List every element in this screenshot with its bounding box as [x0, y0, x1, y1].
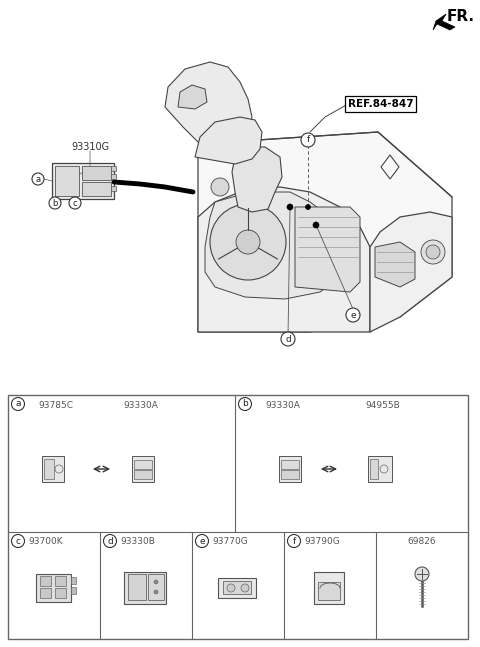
Polygon shape	[165, 62, 252, 149]
Bar	[218, 578, 256, 598]
Polygon shape	[198, 187, 370, 332]
Circle shape	[281, 332, 295, 346]
Polygon shape	[381, 155, 399, 179]
Bar	[55, 576, 66, 586]
Circle shape	[241, 584, 249, 592]
Polygon shape	[375, 242, 415, 287]
Circle shape	[195, 534, 208, 547]
Text: REF.84-847: REF.84-847	[348, 99, 414, 109]
Text: e: e	[350, 311, 356, 320]
Bar	[368, 456, 392, 482]
Circle shape	[32, 173, 44, 185]
Text: c: c	[15, 536, 21, 545]
Text: 94955B: 94955B	[365, 400, 400, 410]
Bar	[279, 456, 301, 482]
Circle shape	[49, 197, 61, 209]
Text: d: d	[107, 536, 113, 545]
Circle shape	[421, 240, 445, 264]
Text: 93785C: 93785C	[38, 400, 73, 410]
Polygon shape	[205, 192, 340, 299]
Bar	[111, 186, 116, 191]
Bar	[36, 574, 71, 602]
Text: 93770G: 93770G	[212, 536, 248, 545]
Bar	[71, 577, 76, 584]
Circle shape	[313, 222, 319, 228]
Text: a: a	[15, 399, 21, 408]
Circle shape	[210, 204, 286, 280]
Bar	[111, 174, 116, 179]
Polygon shape	[370, 212, 452, 332]
Polygon shape	[295, 207, 360, 292]
Text: c: c	[72, 199, 77, 208]
Bar	[42, 456, 64, 482]
Circle shape	[305, 204, 311, 210]
Circle shape	[239, 397, 252, 410]
Bar	[124, 572, 166, 604]
Circle shape	[415, 567, 429, 581]
Bar	[314, 572, 344, 604]
Text: f: f	[292, 536, 296, 545]
Bar	[370, 459, 378, 479]
Circle shape	[301, 133, 315, 147]
Polygon shape	[433, 14, 455, 30]
Bar	[111, 166, 116, 171]
Bar	[55, 166, 79, 196]
Bar	[223, 581, 251, 594]
Text: 93330A: 93330A	[123, 400, 158, 410]
Text: 93700K: 93700K	[28, 536, 62, 545]
Circle shape	[154, 580, 158, 584]
Polygon shape	[178, 85, 207, 109]
Bar	[44, 459, 54, 479]
Circle shape	[287, 204, 293, 210]
Circle shape	[288, 534, 300, 547]
Circle shape	[12, 534, 24, 547]
Circle shape	[346, 308, 360, 322]
Text: a: a	[36, 175, 41, 184]
Circle shape	[227, 584, 235, 592]
Text: b: b	[52, 199, 58, 208]
Text: 93330B: 93330B	[120, 536, 155, 545]
Bar	[132, 456, 154, 482]
Bar	[40, 576, 51, 586]
Polygon shape	[195, 117, 262, 164]
Text: 69826: 69826	[408, 536, 436, 545]
Bar	[52, 163, 114, 199]
Polygon shape	[232, 147, 282, 212]
Bar	[281, 470, 299, 479]
Bar	[318, 582, 340, 600]
Bar	[82, 166, 111, 180]
Text: 93330A: 93330A	[265, 400, 300, 410]
Text: 93790G: 93790G	[304, 536, 340, 545]
Bar	[134, 460, 152, 469]
Bar	[55, 588, 66, 598]
Circle shape	[211, 178, 229, 196]
Bar	[134, 470, 152, 479]
Polygon shape	[198, 132, 452, 332]
Text: 93310G: 93310G	[71, 142, 109, 152]
Text: f: f	[306, 135, 310, 144]
Bar	[82, 182, 111, 196]
Circle shape	[154, 590, 158, 594]
Text: e: e	[199, 536, 205, 545]
Bar	[71, 587, 76, 594]
Circle shape	[236, 230, 260, 254]
Bar	[281, 460, 299, 469]
Circle shape	[104, 534, 117, 547]
Circle shape	[426, 245, 440, 259]
Text: b: b	[242, 399, 248, 408]
Bar	[148, 574, 164, 600]
Text: d: d	[285, 334, 291, 344]
Bar	[128, 574, 146, 600]
Text: FR.: FR.	[447, 9, 475, 24]
Bar	[8, 395, 468, 639]
Bar	[40, 588, 51, 598]
Circle shape	[69, 197, 81, 209]
Circle shape	[12, 397, 24, 410]
